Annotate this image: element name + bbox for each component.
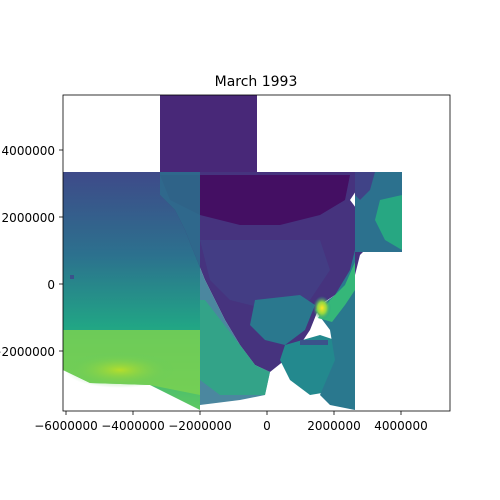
- hawaii-dot: [70, 275, 74, 279]
- y-tick-label: 2000000: [2, 211, 55, 225]
- plot-area: [63, 95, 402, 410]
- y-axis: 4000000 2000000 0 −2000000: [0, 144, 63, 359]
- x-tick-label: −4000000: [101, 419, 165, 433]
- y-tick-label: 4000000: [2, 144, 55, 158]
- x-tick-label: 2000000: [307, 419, 360, 433]
- gulf-stream-hotspot: [313, 296, 331, 320]
- chart-title: March 1993: [215, 74, 298, 90]
- plot-frame: [62, 94, 451, 412]
- x-tick-label: −2000000: [168, 419, 232, 433]
- y-tick-label: −2000000: [0, 345, 55, 359]
- y-tick-label: 0: [47, 278, 55, 292]
- pacific-warm-patch: [65, 352, 175, 388]
- x-tick-label: 0: [263, 419, 271, 433]
- pacific-near-coast: [160, 172, 270, 405]
- mexico-coast-waters: [200, 300, 270, 395]
- x-tick-label: −6000000: [34, 419, 98, 433]
- x-axis: −6000000 −4000000 −2000000 0 2000000 400…: [34, 411, 428, 433]
- usa-interior: [200, 240, 330, 310]
- greenland-edge: [355, 172, 375, 200]
- canada-interior: [160, 175, 350, 225]
- x-tick-label: 4000000: [374, 419, 427, 433]
- cuba-island: [300, 340, 328, 345]
- north-atlantic-warm: [375, 195, 402, 250]
- arctic-tile: [160, 95, 257, 175]
- gulf-of-mexico: [250, 295, 315, 345]
